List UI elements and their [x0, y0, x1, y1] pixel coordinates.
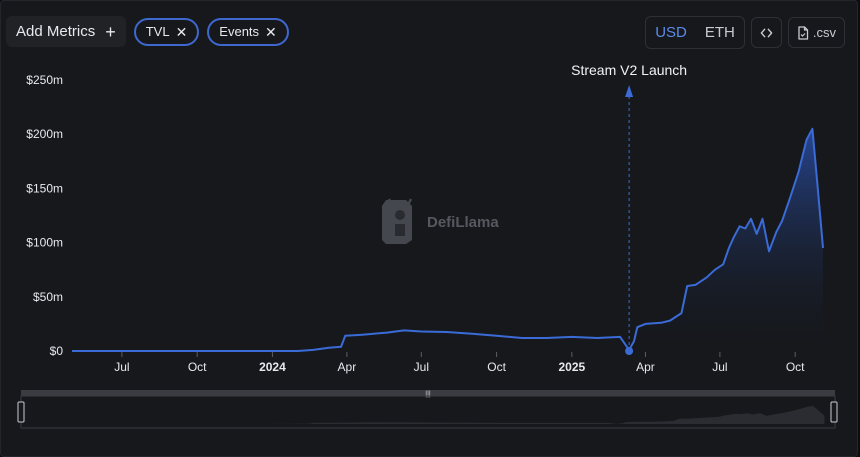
- add-metrics-button[interactable]: Add Metrics +: [6, 16, 126, 47]
- grip-icon[interactable]: |||: [425, 391, 431, 398]
- x-tick-label: 2024: [259, 360, 286, 374]
- chip-label: TVL: [145, 24, 170, 39]
- x-tick-label: Apr: [338, 360, 357, 374]
- range-handle-right[interactable]: [830, 401, 838, 423]
- x-tick-label: 2025: [558, 360, 585, 374]
- close-icon[interactable]: ✕: [265, 23, 277, 40]
- metrics-toolbar: Add Metrics + TVL ✕ Events ✕: [6, 16, 289, 47]
- chart-actions: USD ETH .csv: [645, 16, 845, 49]
- watermark-text: DefiLlama: [427, 214, 499, 231]
- embed-button[interactable]: [750, 17, 782, 48]
- annotation-marker[interactable]: [625, 347, 634, 355]
- x-axis: Jul Oct 2024 Apr Jul Oct 2025 Apr Jul Oct: [114, 352, 805, 374]
- range-handle-left[interactable]: [17, 401, 25, 423]
- arrow-up-icon: [625, 85, 634, 97]
- currency-usd-button[interactable]: USD: [655, 24, 687, 41]
- x-tick-label: Oct: [188, 360, 207, 374]
- x-tick-label: Jul: [114, 360, 129, 374]
- range-slider-track[interactable]: [21, 390, 835, 396]
- close-icon[interactable]: ✕: [175, 23, 188, 40]
- currency-eth-button[interactable]: ETH: [704, 24, 735, 41]
- code-brackets-icon: [760, 28, 773, 37]
- chip-label: Events: [219, 24, 260, 39]
- y-tick-label: $0: [50, 344, 64, 358]
- x-tick-label: Jul: [414, 360, 429, 374]
- y-tick-label: $200m: [26, 127, 63, 141]
- llama-logo-icon: [382, 198, 413, 244]
- y-tick-label: $100m: [26, 236, 63, 250]
- range-slider[interactable]: |||: [17, 390, 838, 429]
- currency-toggle: USD ETH: [645, 16, 745, 49]
- tvl-area: [72, 128, 823, 351]
- y-tick-label: $150m: [26, 181, 63, 195]
- y-axis: $0 $50m $100m $150m $200m $250m: [26, 73, 63, 358]
- x-tick-label: Apr: [636, 360, 655, 374]
- x-tick-label: Oct: [786, 360, 805, 374]
- range-slider-preview: [22, 406, 825, 424]
- x-tick-label: Oct: [487, 360, 506, 374]
- download-csv-button[interactable]: .csv: [787, 17, 845, 48]
- plus-icon: +: [105, 21, 116, 42]
- add-metrics-label: Add Metrics: [16, 23, 96, 40]
- metric-chip-events[interactable]: Events ✕: [207, 17, 289, 46]
- annotation-label: Stream V2 Launch: [571, 62, 687, 78]
- x-tick-label: Jul: [712, 360, 727, 374]
- launch-annotation: Stream V2 Launch: [571, 62, 687, 355]
- tvl-line: [72, 127, 824, 352]
- y-tick-label: $250m: [26, 73, 63, 87]
- metric-chip-tvl[interactable]: TVL ✕: [133, 17, 200, 46]
- csv-label: .csv: [812, 25, 836, 40]
- file-icon: [798, 25, 809, 40]
- y-tick-label: $50m: [33, 290, 63, 304]
- watermark: DefiLlama: [382, 198, 499, 244]
